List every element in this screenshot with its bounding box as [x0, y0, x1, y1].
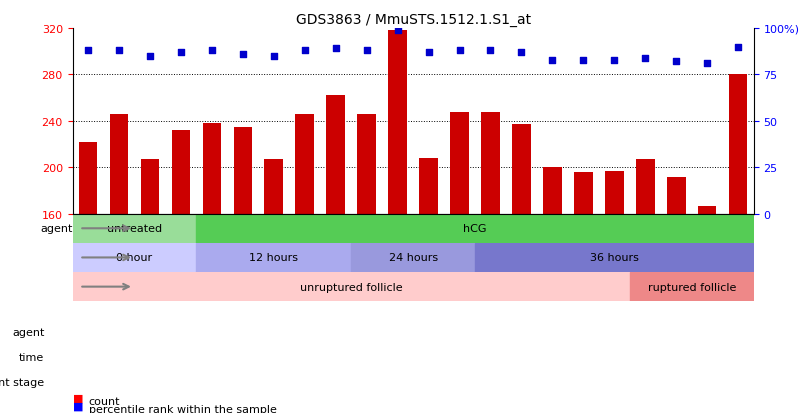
FancyBboxPatch shape: [73, 243, 197, 273]
Point: [298, 48, 311, 55]
Bar: [79, 142, 98, 214]
FancyBboxPatch shape: [197, 214, 754, 243]
Point: [236, 52, 249, 58]
Point: [206, 48, 218, 55]
Bar: [264, 160, 283, 214]
Text: 0 hour: 0 hour: [116, 253, 152, 263]
Point: [360, 48, 373, 55]
Text: 12 hours: 12 hours: [249, 253, 298, 263]
Bar: [388, 31, 407, 214]
Bar: [667, 177, 685, 214]
Text: percentile rank within the sample: percentile rank within the sample: [89, 404, 276, 413]
Point: [700, 61, 713, 67]
Text: ■: ■: [73, 393, 83, 403]
FancyBboxPatch shape: [475, 243, 754, 273]
Point: [113, 48, 126, 55]
Point: [732, 44, 745, 51]
Text: ■: ■: [73, 401, 83, 411]
Point: [453, 48, 466, 55]
Point: [515, 50, 528, 56]
Bar: [698, 206, 717, 214]
Bar: [636, 160, 654, 214]
Point: [81, 48, 94, 55]
Bar: [110, 114, 128, 214]
Bar: [357, 114, 376, 214]
Bar: [543, 168, 562, 214]
Title: GDS3863 / MmuSTS.1512.1.S1_at: GDS3863 / MmuSTS.1512.1.S1_at: [296, 12, 530, 26]
Bar: [419, 159, 438, 214]
Bar: [729, 75, 747, 214]
Point: [546, 57, 559, 64]
Point: [391, 27, 404, 34]
Bar: [605, 171, 624, 214]
Text: agent: agent: [12, 328, 44, 337]
Point: [608, 57, 621, 64]
Bar: [140, 160, 160, 214]
Bar: [451, 112, 469, 214]
Point: [670, 59, 683, 66]
FancyBboxPatch shape: [197, 243, 351, 273]
Point: [174, 50, 187, 56]
Bar: [172, 131, 190, 214]
Bar: [574, 173, 592, 214]
Point: [143, 53, 156, 60]
FancyBboxPatch shape: [351, 243, 475, 273]
Text: ruptured follicle: ruptured follicle: [647, 282, 736, 292]
Point: [484, 48, 497, 55]
FancyBboxPatch shape: [73, 214, 197, 243]
Bar: [481, 112, 500, 214]
Point: [577, 57, 590, 64]
Text: 24 hours: 24 hours: [388, 253, 438, 263]
Bar: [296, 114, 314, 214]
Point: [329, 46, 342, 52]
Point: [268, 53, 280, 60]
Text: time: time: [19, 352, 44, 362]
Text: count: count: [89, 396, 120, 406]
Bar: [512, 125, 530, 214]
Text: 36 hours: 36 hours: [590, 253, 638, 263]
FancyBboxPatch shape: [629, 273, 754, 301]
Text: untreated: untreated: [107, 224, 162, 234]
Bar: [202, 124, 221, 214]
Point: [422, 50, 435, 56]
Text: agent: agent: [40, 224, 73, 234]
Text: unruptured follicle: unruptured follicle: [300, 282, 402, 292]
Bar: [326, 96, 345, 214]
Text: development stage: development stage: [0, 377, 44, 387]
Point: [639, 55, 652, 62]
Bar: [234, 127, 252, 214]
FancyBboxPatch shape: [73, 273, 629, 301]
Text: hCG: hCG: [463, 224, 487, 234]
